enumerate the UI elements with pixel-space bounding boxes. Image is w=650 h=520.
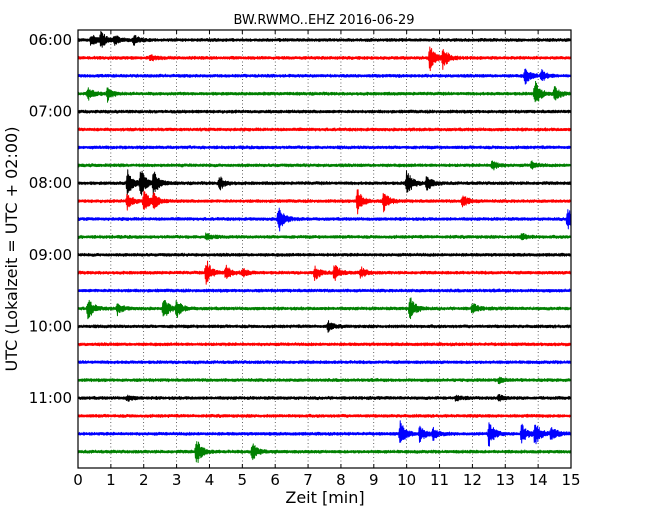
y-axis-label: UTC (Lokalzeit = UTC + 02:00) bbox=[2, 127, 21, 372]
y-tick-label: 09:00 bbox=[29, 246, 72, 264]
trace-1130-blue bbox=[77, 420, 572, 447]
trace-1115-red bbox=[77, 413, 572, 419]
traces bbox=[77, 30, 572, 464]
x-tick-label: 9 bbox=[369, 471, 379, 489]
trace-0730-blue bbox=[77, 145, 572, 150]
trace-0945-green bbox=[77, 297, 572, 320]
y-tick-label: 08:00 bbox=[29, 174, 72, 192]
x-tick-label: 11 bbox=[430, 471, 449, 489]
y-tick-label: 06:00 bbox=[29, 31, 72, 49]
x-tick-label: 8 bbox=[336, 471, 346, 489]
trace-1030-blue bbox=[77, 360, 572, 365]
x-tick-label: 15 bbox=[561, 471, 580, 489]
trace-0745-green bbox=[77, 160, 572, 171]
x-tick-label: 12 bbox=[463, 471, 482, 489]
chart-title: BW.RWMO..EHZ 2016-06-29 bbox=[233, 13, 414, 28]
x-tick-label: 13 bbox=[496, 471, 515, 489]
x-tick-label: 6 bbox=[270, 471, 280, 489]
trace-1045-green bbox=[77, 376, 572, 385]
trace-1100-black bbox=[77, 394, 572, 402]
trace-0700-black bbox=[77, 109, 572, 114]
x-tick-label: 7 bbox=[303, 471, 313, 489]
trace-0930-blue bbox=[77, 288, 572, 293]
x-tick-label: 2 bbox=[139, 471, 149, 489]
trace-0845-green bbox=[77, 232, 572, 241]
trace-0715-red bbox=[77, 127, 572, 132]
y-axis: 06:00 07:00 08:00 09:00 10:00 11:00 bbox=[29, 31, 82, 407]
trace-0600-black bbox=[77, 30, 572, 48]
x-axis-label: Zeit [min] bbox=[285, 488, 364, 507]
trace-1145-green bbox=[77, 441, 572, 464]
trace-0915-red bbox=[77, 260, 572, 285]
x-tick-label: 0 bbox=[73, 471, 83, 489]
y-tick-label: 07:00 bbox=[29, 103, 72, 121]
x-tick-label: 3 bbox=[172, 471, 182, 489]
trace-0800-black bbox=[77, 169, 572, 196]
x-axis: 0 1 2 3 4 5 6 7 8 9 10 11 12 13 14 15 bbox=[73, 30, 581, 489]
trace-1015-red bbox=[77, 342, 572, 347]
trace-0900-black bbox=[77, 252, 572, 257]
trace-0815-red bbox=[77, 189, 572, 215]
trace-0615-red bbox=[77, 46, 572, 72]
x-tick-label: 4 bbox=[205, 471, 215, 489]
trace-1000-black bbox=[77, 320, 572, 333]
trace-0830-blue bbox=[77, 207, 572, 232]
x-tick-label: 14 bbox=[529, 471, 548, 489]
trace-0630-blue bbox=[77, 68, 572, 85]
x-tick-label: 10 bbox=[397, 471, 416, 489]
x-tick-label: 1 bbox=[106, 471, 116, 489]
plot-frame bbox=[77, 29, 572, 469]
y-tick-label: 11:00 bbox=[29, 389, 72, 407]
y-tick-label: 10:00 bbox=[29, 317, 72, 335]
grid-lines bbox=[110, 30, 539, 468]
trace-0645-green bbox=[77, 80, 572, 103]
x-tick-label: 5 bbox=[238, 471, 248, 489]
